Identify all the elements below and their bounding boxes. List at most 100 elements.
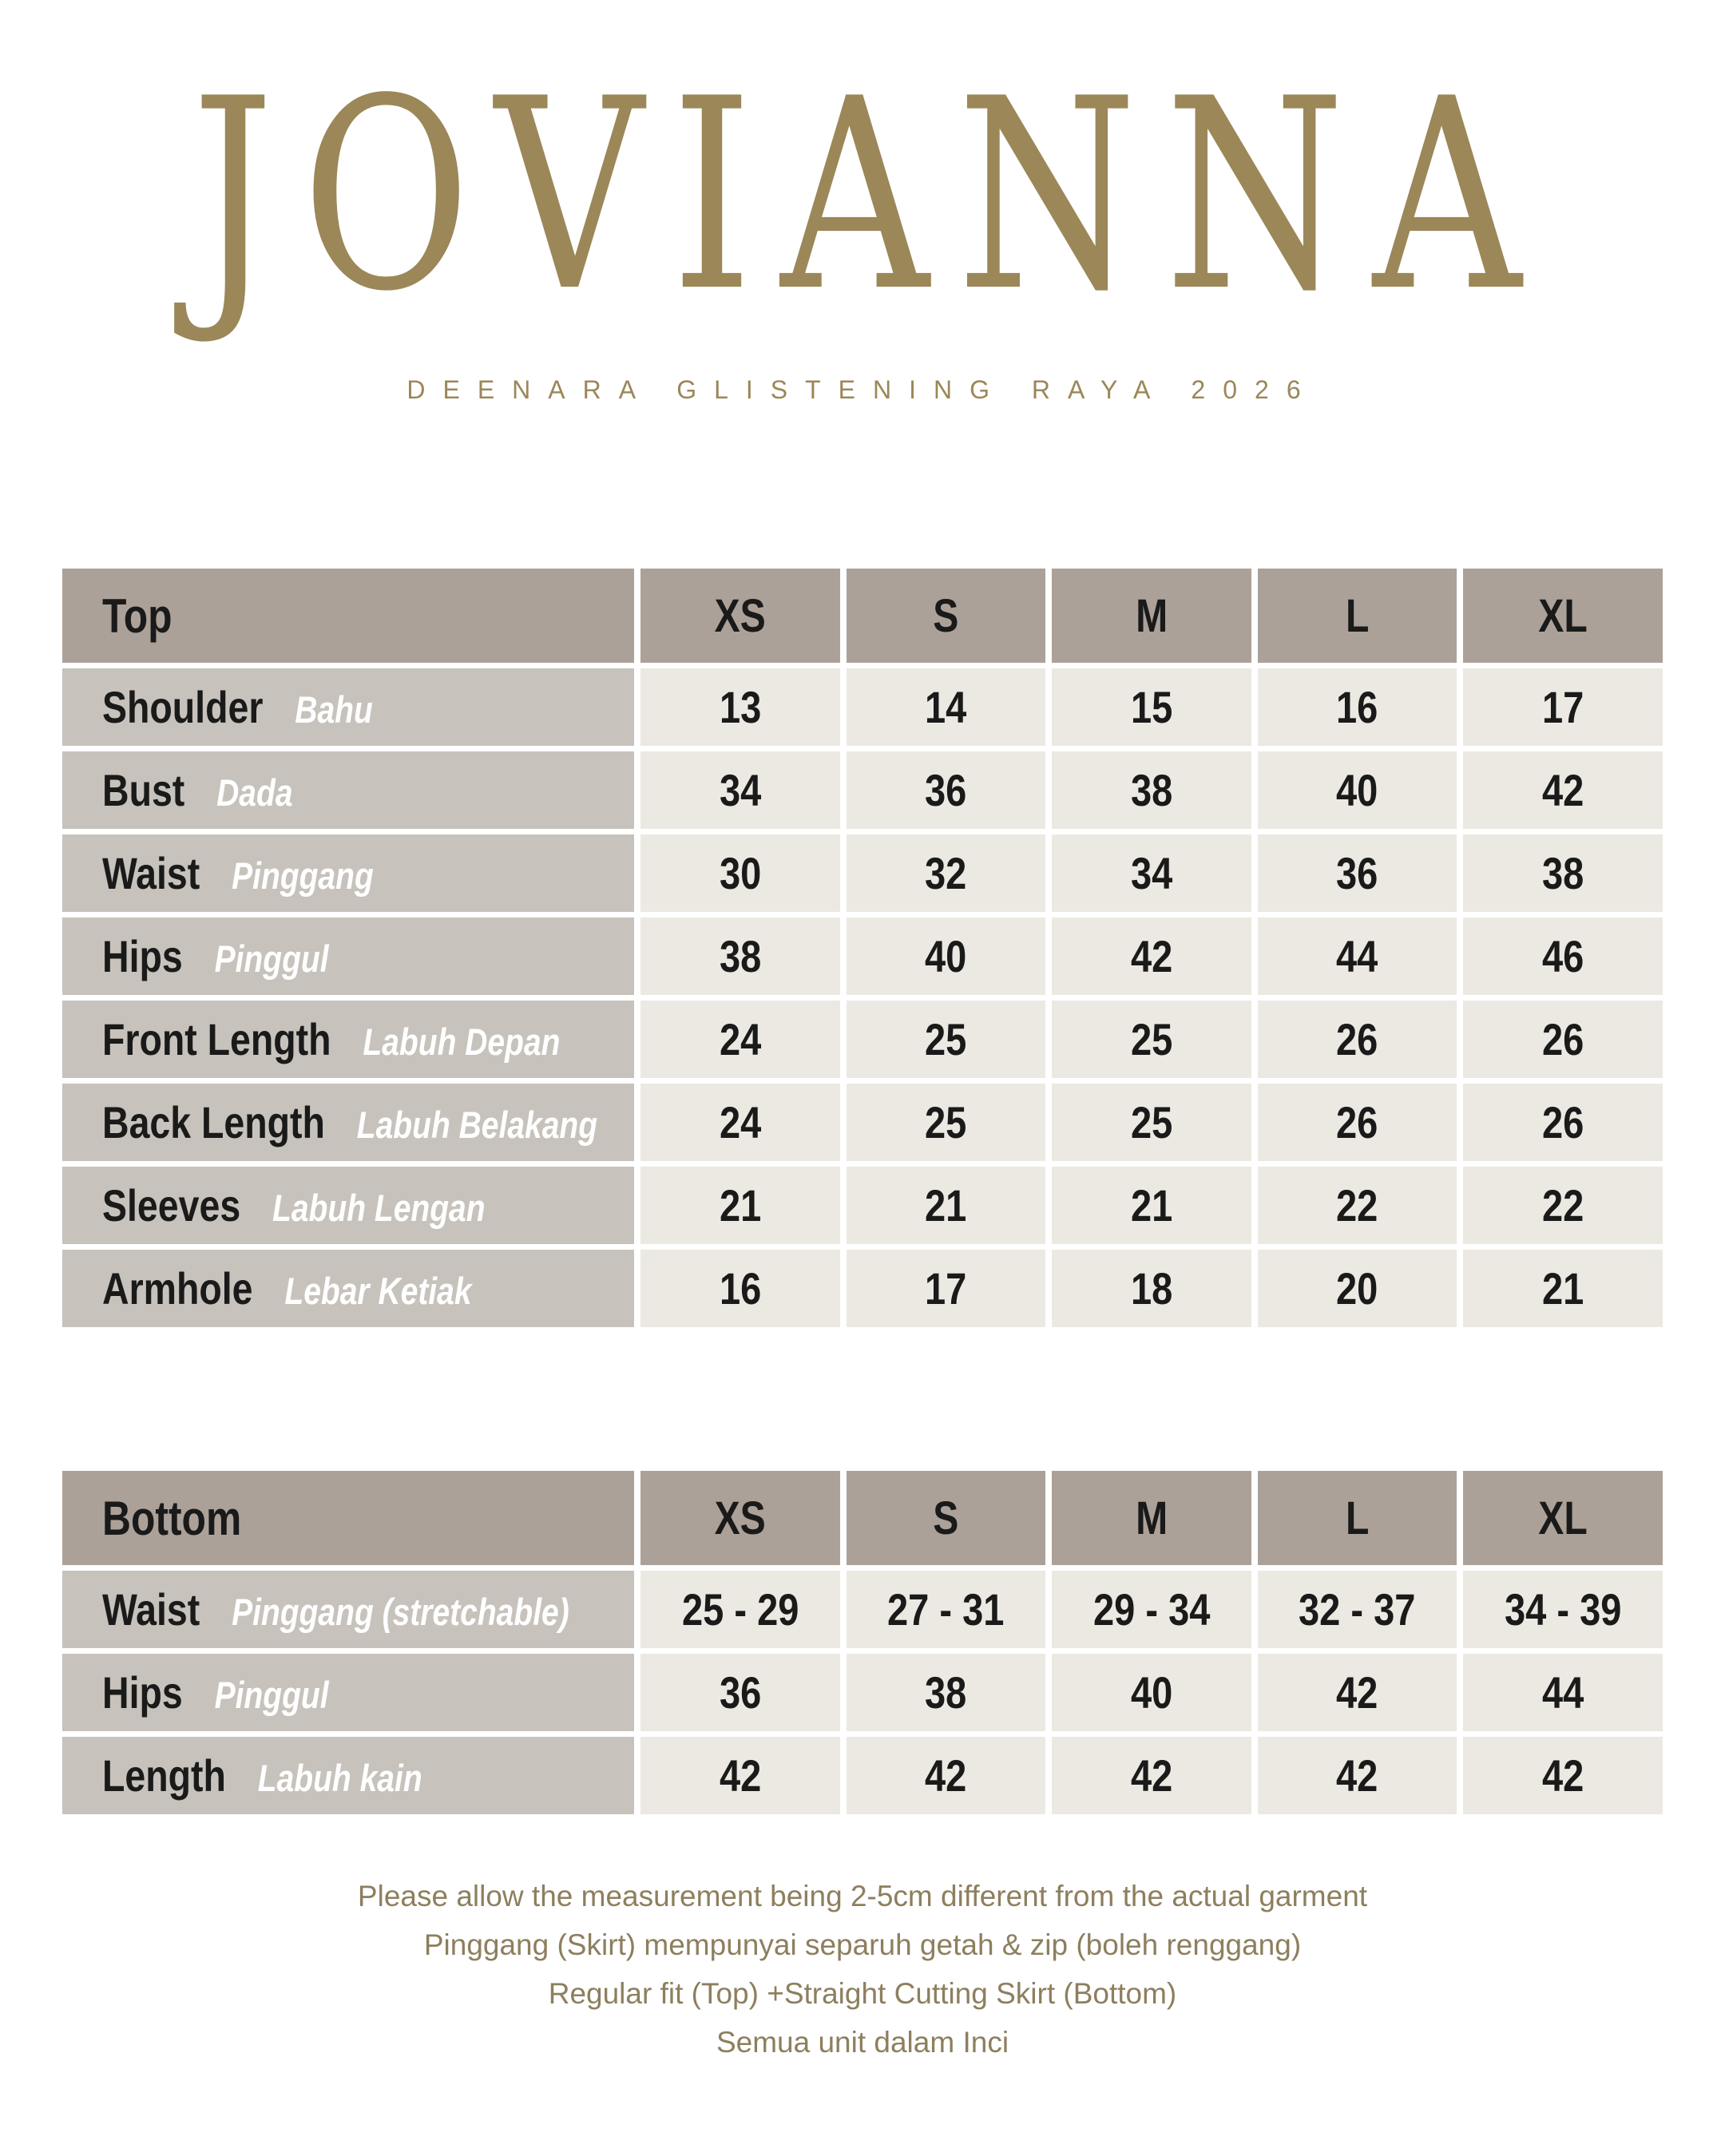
value-cell: 21	[640, 1167, 840, 1244]
measurement-value: 40	[925, 931, 967, 981]
measurement-value: 27 - 31	[887, 1584, 1005, 1635]
value-cell: 42	[640, 1737, 840, 1814]
measurement-value: 26	[1336, 1097, 1378, 1147]
measurement-value: 34	[719, 765, 761, 815]
row-label-cell: Front Length Labuh Depan	[62, 1001, 634, 1078]
value-cell: 30	[640, 834, 840, 912]
brand-logo: JOVIANNA	[191, 42, 1550, 349]
size-label: M	[1135, 589, 1168, 642]
measurement-label-translation: Lebar Ketiak	[284, 1270, 472, 1312]
value-cell: 42	[1463, 1737, 1663, 1814]
value-cell: 42	[1052, 917, 1251, 995]
measurement-value: 25	[925, 1014, 967, 1064]
measurement-value: 26	[1542, 1014, 1584, 1064]
measurement-value: 25	[1130, 1014, 1173, 1064]
table-title-cell: Bottom	[62, 1471, 634, 1565]
value-cell: 36	[846, 751, 1046, 829]
row-label-cell: Waist Pinggang (stretchable)	[62, 1571, 634, 1648]
value-cell: 38	[1463, 834, 1663, 912]
value-cell: 26	[1257, 1001, 1457, 1078]
value-cell: 42	[1257, 1654, 1457, 1731]
measurement-label: Front Length	[102, 1014, 331, 1064]
measurement-value: 32	[925, 848, 967, 898]
size-column-header: S	[846, 1471, 1046, 1565]
footer-note-tolerance: Please allow the measurement being 2-5cm…	[357, 1880, 1368, 1912]
brand-header: JOVIANNA DEENARA GLISTENING RAYA 2026	[0, 0, 1725, 406]
measurement-value: 21	[1130, 1180, 1173, 1231]
measurement-label-translation: Bahu	[295, 688, 373, 731]
measurement-label: Waist	[102, 848, 200, 898]
row-label-wrap: Sleeves Labuh Lengan	[102, 1179, 486, 1231]
measurement-value: 42	[1336, 1667, 1378, 1718]
size-label: XS	[714, 1492, 766, 1544]
measurement-label-translation: Labuh Depan	[363, 1021, 561, 1063]
size-column-header: XS	[640, 1471, 840, 1565]
measurement-value: 42	[1130, 931, 1173, 981]
value-cell: 44	[1257, 917, 1457, 995]
row-label-cell: Sleeves Labuh Lengan	[62, 1167, 634, 1244]
measurement-value: 26	[1542, 1097, 1584, 1147]
measurement-label-translation: Pinggang	[232, 854, 374, 897]
value-cell: 38	[640, 917, 840, 995]
size-label: XS	[714, 589, 766, 642]
row-label-wrap: Armhole Lebar Ketiak	[102, 1262, 472, 1314]
measurement-label: Hips	[102, 1667, 183, 1718]
value-cell: 34	[1052, 834, 1251, 912]
measurement-value: 22	[1336, 1180, 1378, 1231]
measurement-value: 42	[1130, 1750, 1173, 1801]
measurement-label: Waist	[102, 1584, 200, 1635]
value-cell: 22	[1257, 1167, 1457, 1244]
value-cell: 25	[1052, 1084, 1251, 1161]
table-title-wrap: Bottom	[102, 1491, 241, 1546]
value-cell: 40	[1052, 1654, 1251, 1731]
value-cell: 24	[640, 1001, 840, 1078]
measurement-value: 36	[925, 765, 967, 815]
row-label-cell: Waist Pinggang	[62, 834, 634, 912]
row-label-wrap: Waist Pinggang (stretchable)	[102, 1583, 569, 1635]
measurement-value: 25	[925, 1097, 967, 1147]
measurement-value: 32 - 37	[1299, 1584, 1416, 1635]
size-column-header: XL	[1463, 1471, 1663, 1565]
value-cell: 26	[1463, 1084, 1663, 1161]
measurement-label: Shoulder	[102, 682, 264, 732]
value-cell: 25	[846, 1001, 1046, 1078]
measurement-value: 22	[1542, 1180, 1584, 1231]
row-label-cell: Hips Pinggul	[62, 1654, 634, 1731]
measurement-value: 38	[1130, 765, 1173, 815]
value-cell: 44	[1463, 1654, 1663, 1731]
value-cell: 46	[1463, 917, 1663, 995]
value-cell: 36	[1257, 834, 1457, 912]
value-cell: 21	[1463, 1250, 1663, 1327]
row-label-cell: Armhole Lebar Ketiak	[62, 1250, 634, 1327]
measurement-value: 20	[1336, 1263, 1378, 1314]
measurement-value: 38	[1542, 848, 1584, 898]
row-label-wrap: Hips Pinggul	[102, 930, 329, 982]
measurement-value: 17	[925, 1263, 967, 1314]
value-cell: 18	[1052, 1250, 1251, 1327]
measurement-label: Bust	[102, 765, 185, 815]
measurement-label-translation: Labuh Lengan	[272, 1187, 486, 1229]
measurement-value: 44	[1336, 931, 1378, 981]
measurement-value: 40	[1336, 765, 1378, 815]
size-label: L	[1345, 1492, 1370, 1544]
value-cell: 34 - 39	[1463, 1571, 1663, 1648]
row-label-wrap: Front Length Labuh Depan	[102, 1013, 560, 1065]
footer-note-skirt-waist: Pinggang (Skirt) mempunyai separuh getah…	[423, 1928, 1302, 1961]
size-column-header: M	[1052, 569, 1251, 663]
footer-note-units: Semua unit dalam Inci	[716, 2026, 1009, 2059]
size-label: L	[1345, 589, 1370, 642]
value-cell: 16	[640, 1250, 840, 1327]
value-cell: 16	[1257, 668, 1457, 746]
value-cell: 29 - 34	[1052, 1571, 1251, 1648]
value-cell: 24	[640, 1084, 840, 1161]
size-column-header: S	[846, 569, 1046, 663]
measurement-value: 46	[1542, 931, 1584, 981]
value-cell: 34	[640, 751, 840, 829]
measurement-value: 29 - 34	[1092, 1584, 1211, 1635]
value-cell: 32 - 37	[1257, 1571, 1457, 1648]
measurement-value: 34 - 39	[1504, 1584, 1622, 1635]
measurement-value: 14	[925, 682, 967, 732]
value-cell: 17	[846, 1250, 1046, 1327]
size-column-header: L	[1257, 1471, 1457, 1565]
value-cell: 32	[846, 834, 1046, 912]
